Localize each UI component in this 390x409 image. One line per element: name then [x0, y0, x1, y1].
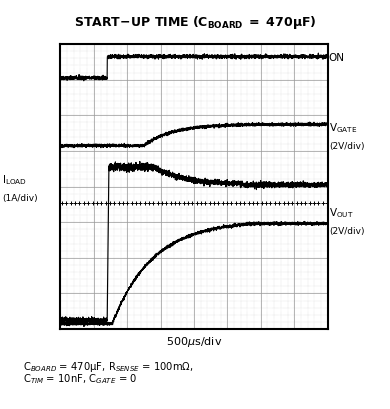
Text: (2V/div): (2V/div) — [329, 227, 364, 236]
Text: I$_{\rm LOAD}$: I$_{\rm LOAD}$ — [2, 172, 27, 186]
Text: 500$\mu$s/div: 500$\mu$s/div — [166, 335, 222, 348]
Text: C$_{BOARD}$ = 470μF, R$_{SENSE}$ = 100mΩ,: C$_{BOARD}$ = 470μF, R$_{SENSE}$ = 100mΩ… — [23, 359, 194, 373]
Text: C$_{TIM}$ = 10nF, C$_{GATE}$ = 0: C$_{TIM}$ = 10nF, C$_{GATE}$ = 0 — [23, 371, 138, 385]
Text: $\mathbf{START\!-\!UP\ TIME\ (C_{BOARD}\ =\ 470\mu F)}$: $\mathbf{START\!-\!UP\ TIME\ (C_{BOARD}\… — [74, 14, 316, 31]
Text: V$_{\rm GATE}$: V$_{\rm GATE}$ — [329, 121, 357, 135]
Text: (1A/div): (1A/div) — [2, 193, 37, 202]
Text: V$_{\rm OUT}$: V$_{\rm OUT}$ — [329, 206, 353, 220]
Text: ON: ON — [329, 52, 345, 63]
Text: (2V/div): (2V/div) — [329, 142, 364, 151]
